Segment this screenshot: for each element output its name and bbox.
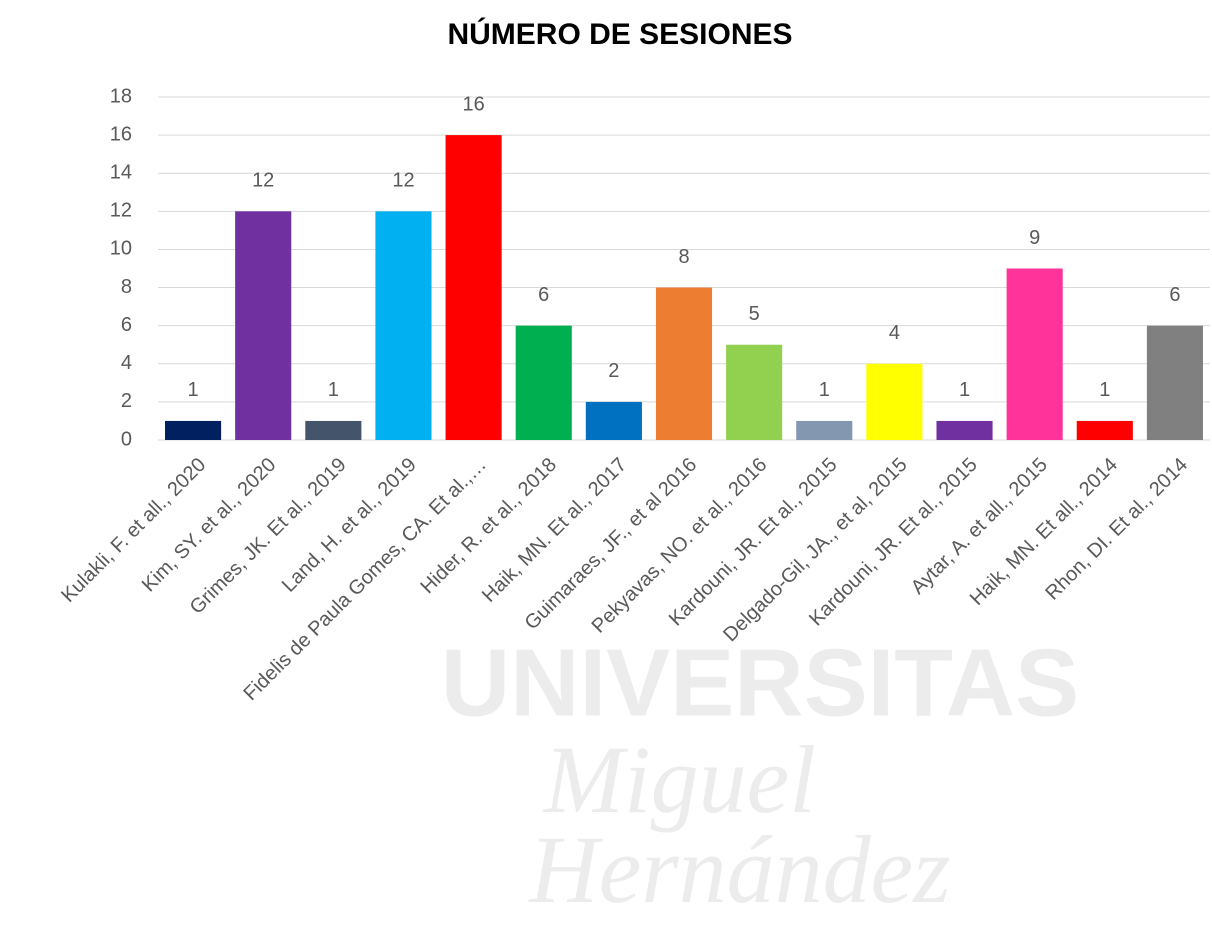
y-tick-label: 6: [121, 314, 132, 336]
y-tick-label: 12: [110, 200, 132, 222]
data-label: 1: [328, 379, 339, 401]
x-tick-label: Land, H. et al., 2019: [278, 454, 421, 597]
data-label: 6: [538, 284, 549, 306]
y-tick-label: 4: [121, 352, 132, 374]
bar: [655, 287, 713, 440]
data-label: 5: [749, 303, 760, 325]
data-label: 6: [1169, 284, 1180, 306]
data-label: 12: [252, 170, 274, 192]
bar: [375, 211, 432, 440]
bar: [515, 325, 572, 440]
bar: [866, 363, 923, 440]
chart-title: NÚMERO DE SESIONES: [447, 17, 792, 51]
data-label: 12: [392, 170, 414, 192]
x-tick-label: Hider, R. et al., 2018: [417, 454, 561, 598]
watermark: UNIVERSITAS: [441, 629, 1079, 736]
bar: [726, 344, 783, 440]
data-label: 4: [889, 322, 900, 344]
bar: [1146, 325, 1203, 440]
watermark: Hernández: [527, 816, 950, 923]
x-tick-label: Rhon, DI. Et al., 2014: [1041, 454, 1192, 605]
bar: [585, 401, 642, 440]
data-label: 1: [819, 379, 830, 401]
bar: [1076, 420, 1133, 440]
bar: [235, 211, 292, 440]
y-tick-label: 2: [121, 390, 132, 412]
bar: [305, 420, 362, 440]
data-label: 2: [608, 360, 619, 382]
bar: [1006, 268, 1063, 440]
y-tick-label: 16: [110, 123, 132, 145]
data-label: 9: [1029, 227, 1040, 249]
data-label: 1: [1099, 379, 1110, 401]
bar: [165, 420, 222, 440]
data-label: 16: [462, 93, 484, 115]
bar: [445, 135, 502, 440]
data-label: 8: [678, 246, 689, 268]
y-tick-label: 0: [121, 428, 132, 450]
x-tick-label: Kim, SY. et al., 2020: [138, 454, 281, 597]
y-tick-label: 14: [110, 162, 132, 184]
data-label: 1: [959, 379, 970, 401]
watermark: Miguel: [542, 726, 816, 833]
data-label: 1: [188, 379, 199, 401]
y-tick-label: 18: [110, 85, 132, 107]
bar: [796, 420, 853, 440]
y-tick-label: 8: [121, 276, 132, 298]
bar: [936, 420, 993, 440]
y-tick-label: 10: [110, 238, 132, 260]
x-tick-label: Aytar, A. et all., 2015: [907, 454, 1052, 599]
